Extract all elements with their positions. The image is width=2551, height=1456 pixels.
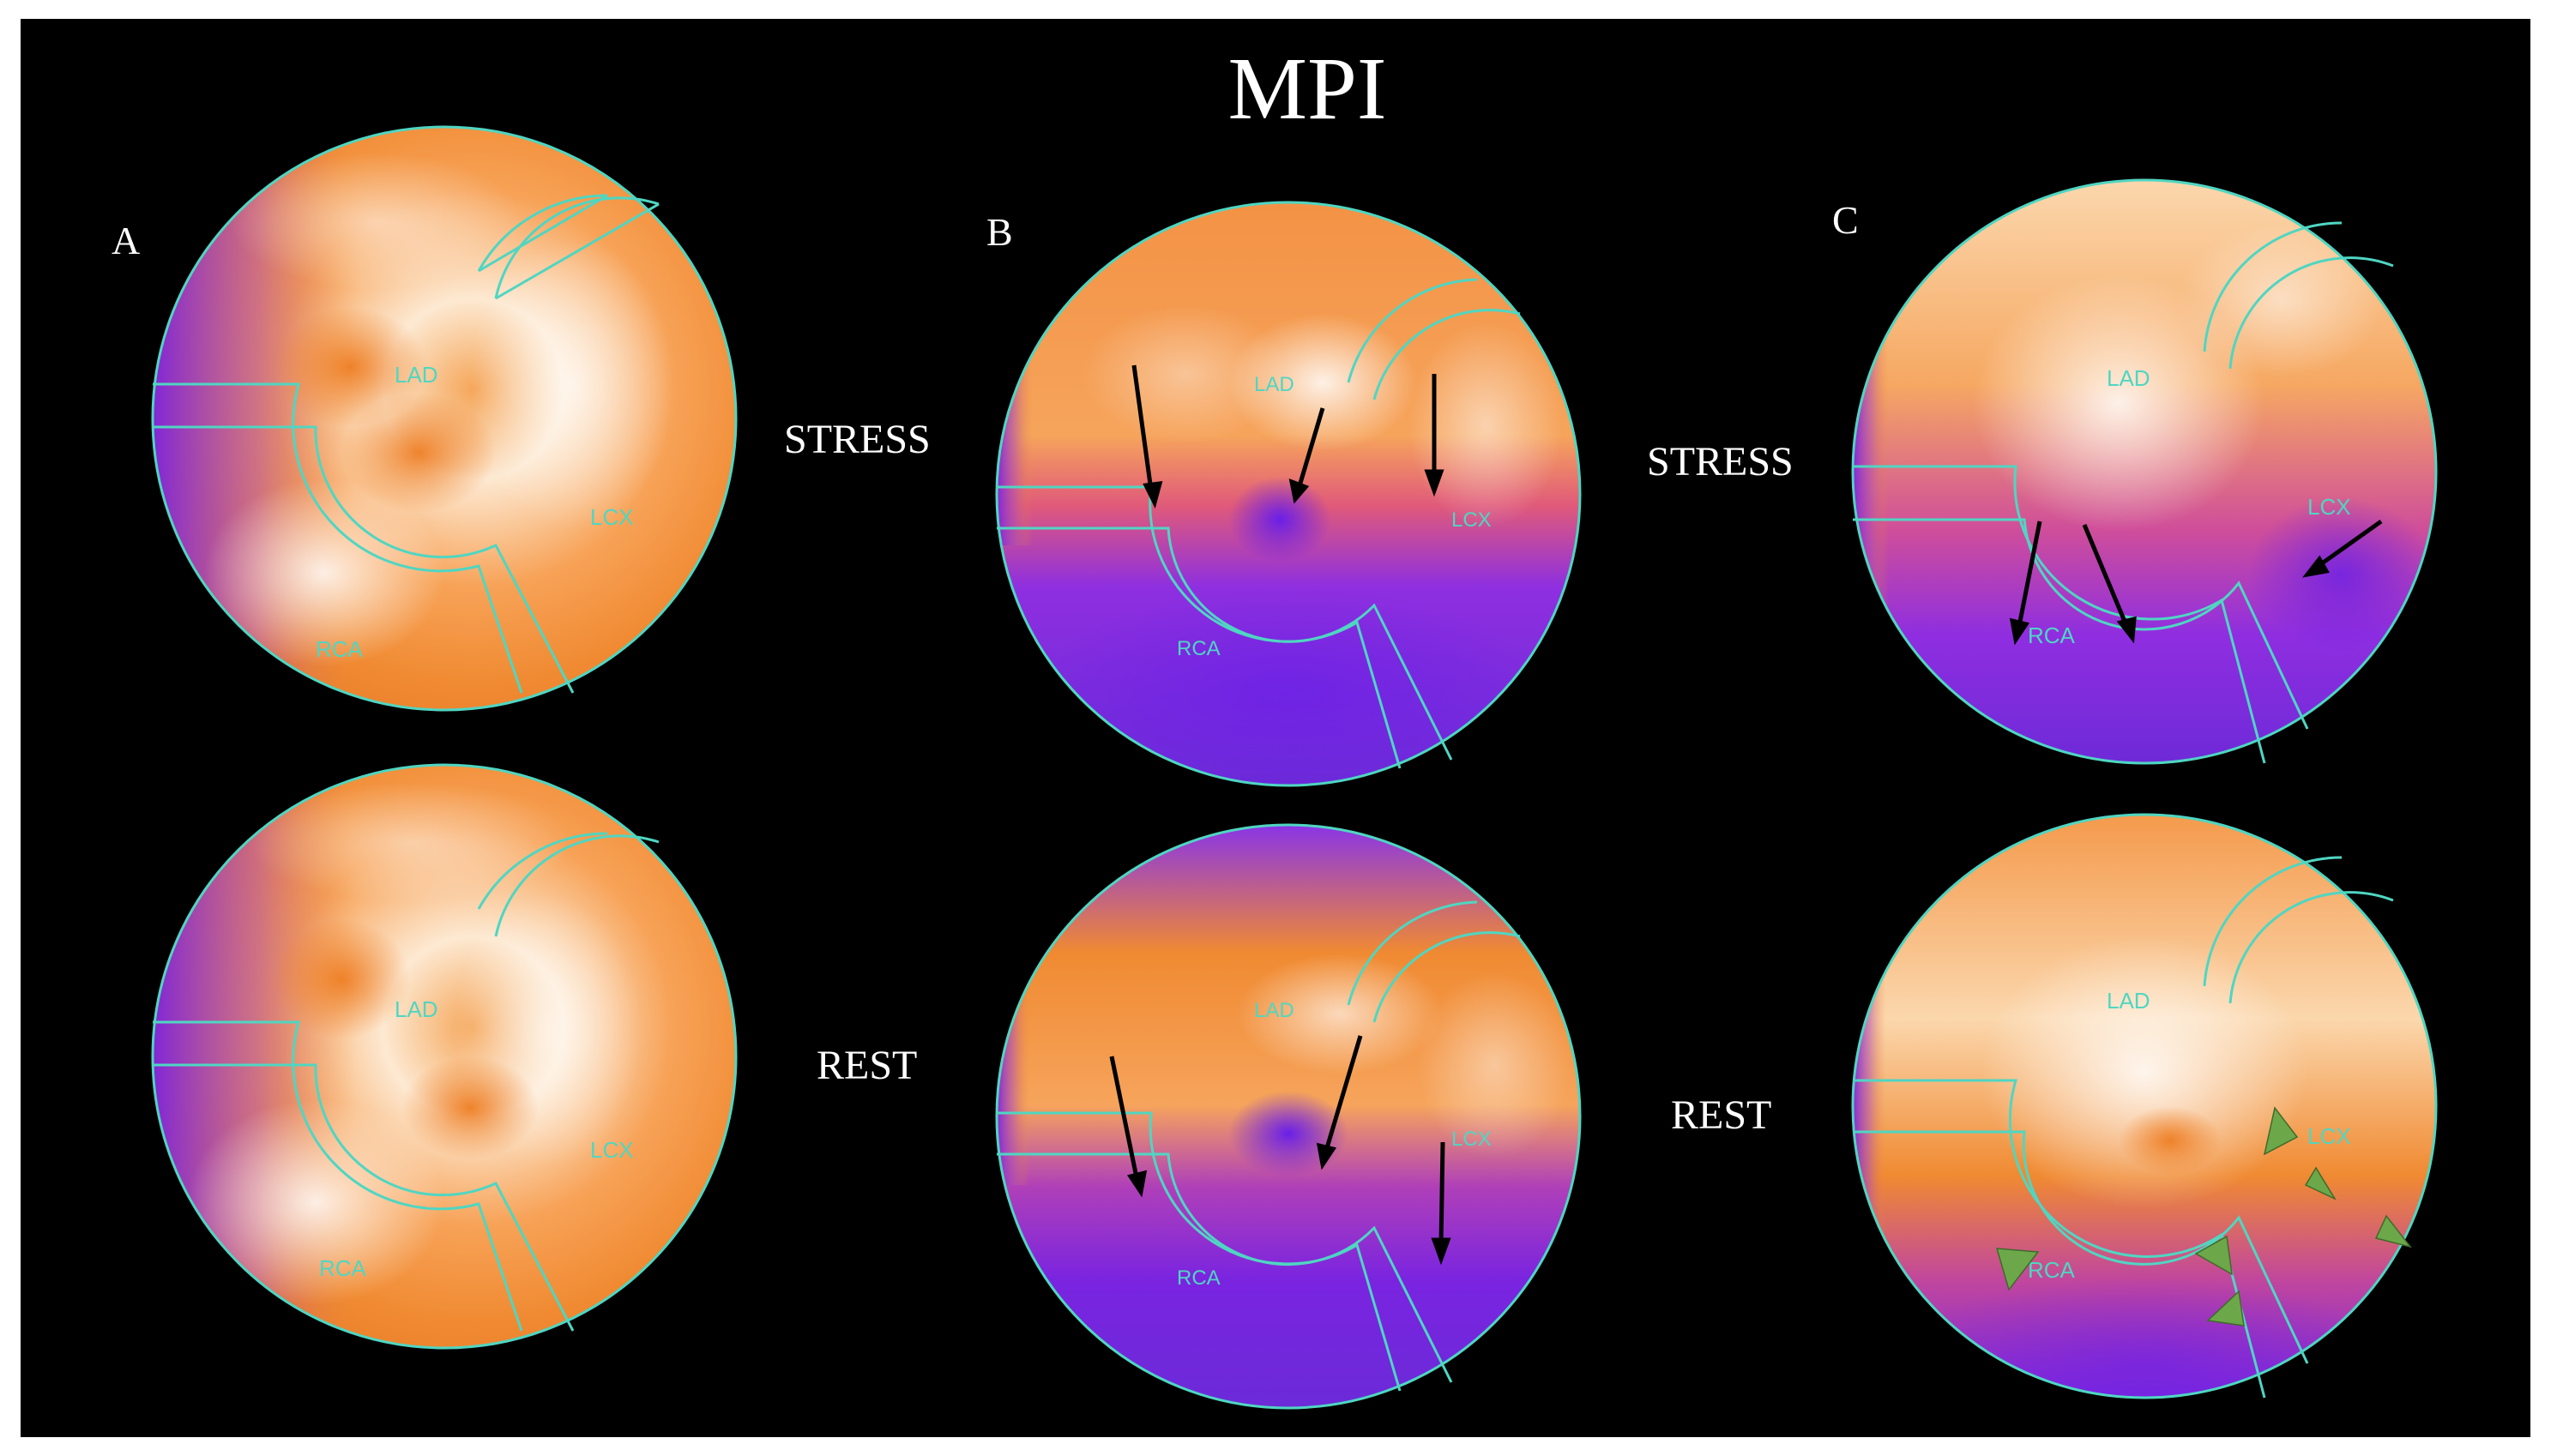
view-label-a-rest: REST [817, 1043, 917, 1088]
arrow [1324, 1035, 1363, 1152]
segment-label-lad: LAD [2107, 365, 2150, 391]
segment-label-lcx: LCX [2307, 494, 2351, 520]
arrows [1131, 364, 1444, 508]
figure-title: MPI [1228, 39, 1387, 138]
green-arrowhead [2194, 1235, 2233, 1276]
view-label-a-stress: STRESS [784, 417, 931, 462]
polar-map-c-stress: LAD LCX RCA [1851, 178, 2438, 765]
segment-label-lcx: LCX [590, 504, 634, 530]
polar-map-a-stress: LAD LCX RCA [151, 125, 738, 712]
arrowhead [1424, 469, 1444, 497]
arrows [1109, 1035, 1451, 1266]
segment-lines [151, 763, 738, 1350]
green-arrowhead [2206, 1290, 2245, 1327]
segment-label-rca: RCA [2028, 1257, 2076, 1283]
arrow [1438, 1141, 1445, 1246]
polar-map-b-rest: LAD LCX RCA [995, 823, 1582, 1410]
polar-map-a-rest: LAD LCX RCA [151, 763, 738, 1350]
segment-label-lad: LAD [2107, 988, 2150, 1014]
arrowhead [1288, 478, 1310, 504]
segment-label-lad: LAD [1254, 373, 1294, 396]
arrows [2009, 519, 2383, 646]
segment-label-rca: RCA [1177, 637, 1221, 660]
arrowheads-group [1995, 1106, 2412, 1327]
segment-lines [995, 823, 1582, 1410]
segment-label-lcx: LCX [590, 1137, 634, 1163]
arrowhead [1431, 1237, 1451, 1266]
green-arrowhead [2304, 1166, 2337, 1200]
arrow [1131, 364, 1154, 491]
segment-label-lad: LAD [1254, 999, 1294, 1022]
green-arrowhead [2263, 1106, 2299, 1156]
panel-letter-b: B [986, 210, 1013, 254]
segment-label-lad: LAD [395, 996, 438, 1022]
arrowhead [1316, 1142, 1337, 1170]
segment-label-rca: RCA [319, 1255, 367, 1281]
panel-letter-c: C [1832, 198, 1859, 242]
segment-lines [995, 201, 1582, 787]
segment-label-rca: RCA [1177, 1266, 1221, 1290]
arrowhead [1126, 1170, 1148, 1198]
arrowhead [1143, 481, 1163, 508]
arrow [2314, 519, 2383, 570]
arrow [2017, 520, 2042, 627]
segment-lines [151, 125, 738, 712]
arrowhead [2302, 555, 2330, 578]
arrow [2082, 524, 2130, 629]
segment-label-lad: LAD [395, 362, 438, 388]
segment-label-lcx: LCX [1451, 508, 1492, 532]
segment-lines [1851, 813, 2438, 1399]
segment-label-rca: RCA [2028, 623, 2076, 648]
segment-label-rca: RCA [316, 636, 364, 662]
arrow [1109, 1056, 1140, 1182]
segment-label-lcx: LCX [2307, 1123, 2351, 1149]
green-arrowhead [1995, 1248, 2040, 1291]
arrowhead [2116, 616, 2137, 644]
view-label-c-stress: STRESS [1647, 439, 1794, 484]
arrow [1296, 407, 1325, 490]
view-label-c-rest: REST [1671, 1092, 1771, 1138]
arrowhead [2009, 617, 2030, 646]
segment-label-lcx: LCX [1451, 1128, 1492, 1151]
green-arrowhead [2374, 1214, 2412, 1248]
panel-letter-a: A [112, 219, 140, 262]
